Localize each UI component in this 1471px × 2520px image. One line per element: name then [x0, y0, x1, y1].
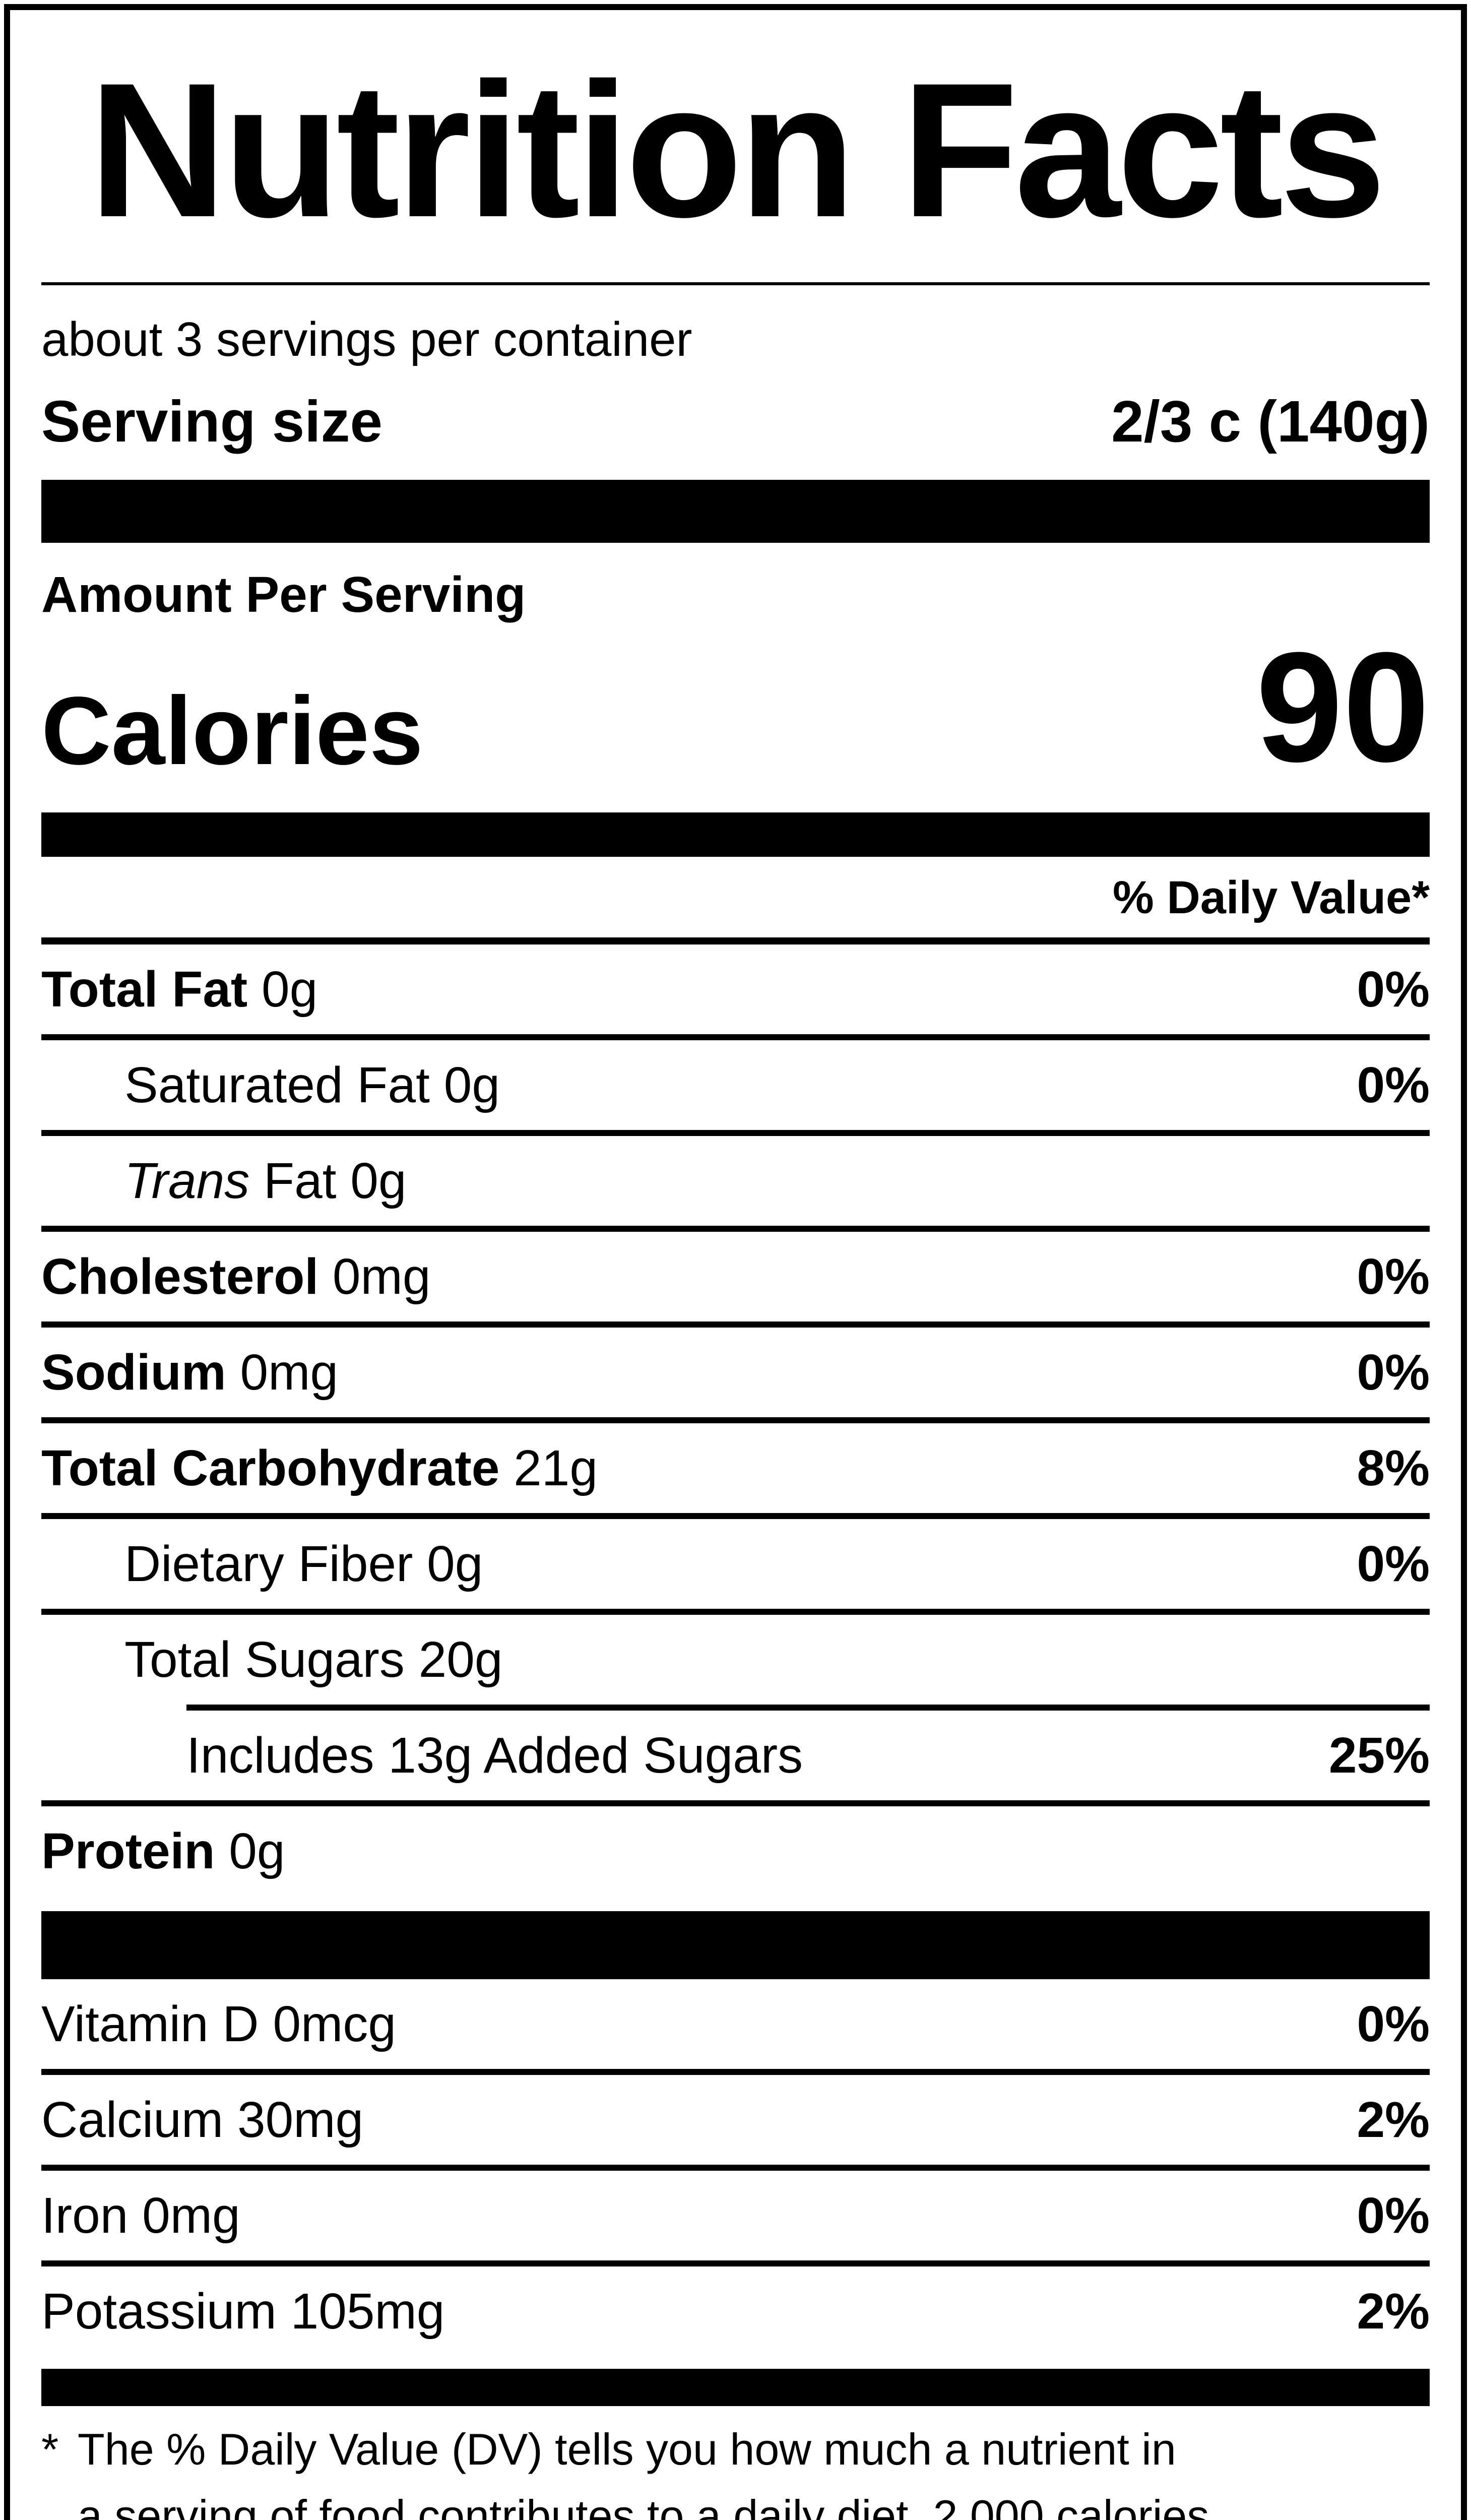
- nutrient-name: Total Sugars 20g: [124, 1631, 503, 1688]
- medium-bar-calories: [41, 812, 1430, 857]
- row-iron: Iron 0mg 0%: [41, 2171, 1430, 2267]
- row-saturated-fat: Saturated Fat 0g 0%: [41, 1040, 1430, 1137]
- nutrient-name: Cholesterol 0mg: [41, 1248, 431, 1305]
- nutrient-dv: 0%: [1357, 1996, 1430, 2053]
- nutrient-dv: 0%: [1357, 1536, 1430, 1593]
- row-total-sugars: Total Sugars 20g: [41, 1615, 1430, 1705]
- row-total-fat: Total Fat 0g 0%: [41, 944, 1430, 1041]
- nutrient-name: Iron 0mg: [41, 2187, 240, 2244]
- nutrient-dv: 2%: [1357, 2283, 1430, 2340]
- nutrient-name: Potassium 105mg: [41, 2283, 445, 2340]
- calories-row: Calories 90: [41, 619, 1430, 794]
- nutrient-name: Total Carbohydrate 21g: [41, 1440, 598, 1497]
- row-added-sugars: Includes 13g Added Sugars 25%: [41, 1705, 1430, 1807]
- daily-value-footnote: * The % Daily Value (DV) tells you how m…: [41, 2416, 1430, 2520]
- nutrient-dv: 0%: [1357, 2187, 1430, 2244]
- nutrient-name: Dietary Fiber 0g: [124, 1536, 483, 1593]
- thick-bar-vitamins: [41, 1911, 1430, 1980]
- title-divider: [41, 282, 1430, 285]
- nutrient-name: Saturated Fat 0g: [124, 1057, 500, 1114]
- calories-value: 90: [1256, 619, 1430, 794]
- nutrient-dv: 2%: [1357, 2092, 1430, 2149]
- row-vitamin-d: Vitamin D 0mcg 0%: [41, 1979, 1430, 2075]
- row-sodium: Sodium 0mg 0%: [41, 1328, 1430, 1424]
- nutrient-dv: 0%: [1357, 1248, 1430, 1305]
- nutrient-name: Total Fat 0g: [41, 961, 318, 1018]
- thick-bar-footnote: [41, 2369, 1430, 2407]
- nutrient-dv: 0%: [1357, 961, 1430, 1018]
- row-dietary-fiber: Dietary Fiber 0g 0%: [41, 1519, 1430, 1615]
- daily-value-header: % Daily Value*: [41, 857, 1430, 945]
- serving-size-value: 2/3 c (140g): [1111, 388, 1430, 454]
- row-trans-fat: Trans Fat 0g: [41, 1136, 1430, 1232]
- row-total-carbohydrate: Total Carbohydrate 21g 8%: [41, 1423, 1430, 1520]
- serving-size-label: Serving size: [41, 388, 382, 454]
- row-potassium: Potassium 105mg 2%: [41, 2266, 1430, 2356]
- nutrition-facts-label: Nutrition Facts about 3 servings per con…: [4, 4, 1467, 2520]
- row-calcium: Calcium 30mg 2%: [41, 2075, 1430, 2171]
- label-title: Nutrition Facts: [88, 43, 1386, 257]
- nutrient-dv: 25%: [1328, 1727, 1430, 1784]
- nutrient-name: Trans Fat 0g: [124, 1153, 407, 1210]
- nutrient-dv: 0%: [1357, 1057, 1430, 1114]
- nutrient-name: Calcium 30mg: [41, 2092, 364, 2149]
- calories-label: Calories: [41, 676, 423, 785]
- nutrient-name: Includes 13g Added Sugars: [186, 1727, 803, 1784]
- footnote-asterisk: *: [41, 2424, 59, 2475]
- nutrient-dv: 8%: [1357, 1440, 1430, 1497]
- footnote-line: a serving of food contributes to a daily…: [78, 2491, 1209, 2520]
- footnote-line: The % Daily Value (DV) tells you how muc…: [78, 2424, 1176, 2475]
- nutrient-name: Vitamin D 0mcg: [41, 1996, 396, 2053]
- row-cholesterol: Cholesterol 0mg 0%: [41, 1232, 1430, 1328]
- thick-bar-top: [41, 479, 1430, 543]
- nutrient-dv: 0%: [1357, 1344, 1430, 1401]
- servings-per-container: about 3 servings per container: [41, 312, 692, 366]
- serving-size-row: Serving size 2/3 c (140g): [41, 384, 1430, 460]
- amount-per-serving-label: Amount Per Serving: [41, 566, 526, 623]
- nutrient-name: Protein 0g: [41, 1823, 285, 1880]
- row-protein: Protein 0g: [41, 1806, 1430, 1896]
- nutrient-name: Sodium 0mg: [41, 1344, 338, 1401]
